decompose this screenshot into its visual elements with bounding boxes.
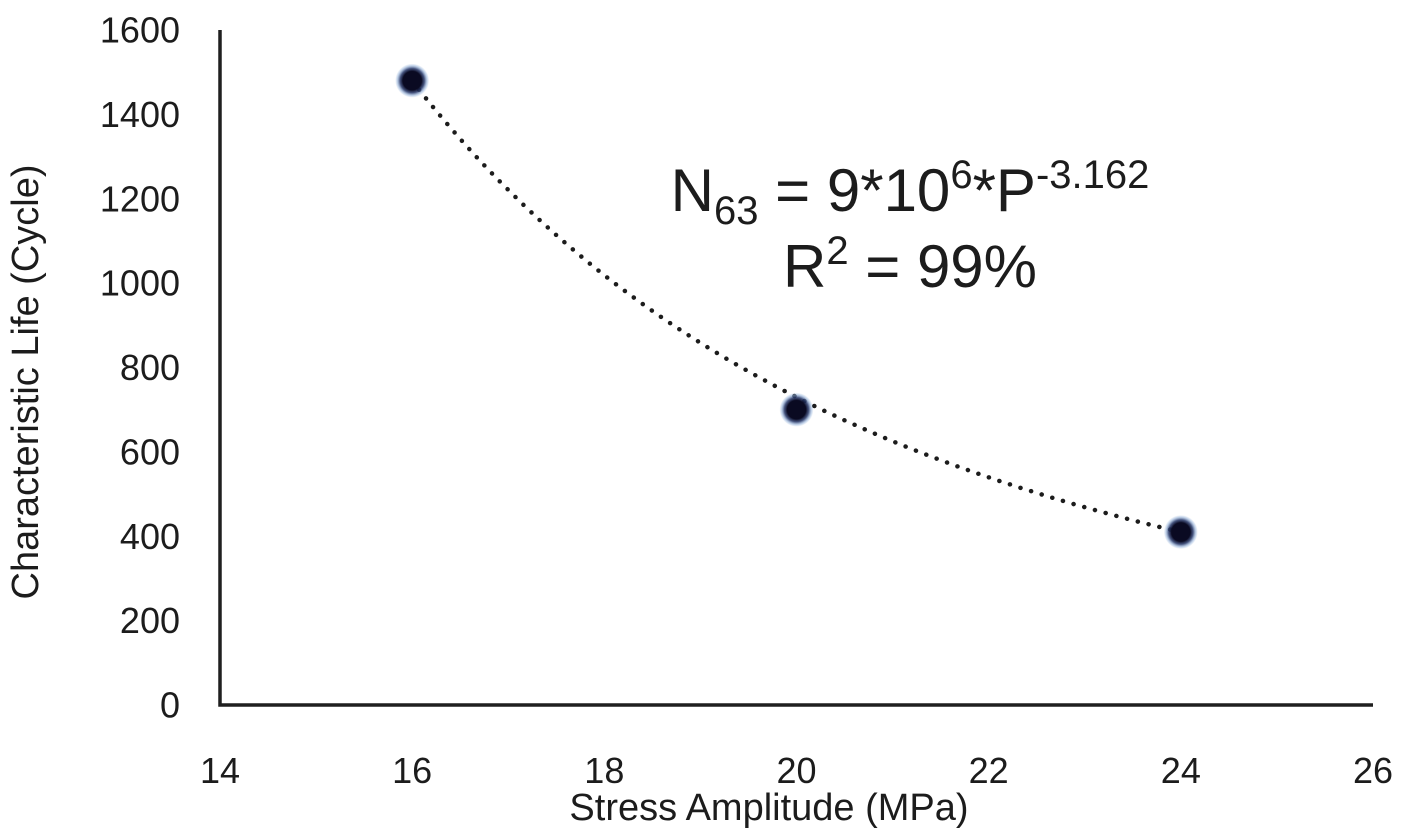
- y-axis-tick-labels: 0 200 400 600 800 1000 1200 1400 1600: [100, 10, 180, 726]
- x-axis-title: Stress Amplitude (MPa): [569, 787, 968, 829]
- x-tick-label: 22: [969, 750, 1009, 791]
- y-tick-label: 0: [160, 685, 180, 726]
- y-tick-label: 800: [120, 347, 180, 388]
- y-tick-label: 600: [120, 431, 180, 472]
- x-tick-label: 24: [1161, 750, 1201, 791]
- y-tick-label: 1200: [100, 178, 180, 219]
- trendline-equation-label: N63 = 9*106*P-3.162: [671, 153, 1150, 233]
- trendline-path: [409, 78, 1184, 535]
- y-tick-label: 200: [120, 600, 180, 641]
- y-axis-title: Characteristic Life (Cycle): [5, 165, 47, 600]
- x-tick-label: 20: [776, 750, 816, 791]
- x-tick-label: 14: [200, 750, 240, 791]
- y-tick-label: 1000: [100, 263, 180, 304]
- y-tick-label: 400: [120, 516, 180, 557]
- y-tick-label: 1600: [100, 10, 180, 51]
- trendline-group: [409, 78, 1184, 535]
- x-axis-tick-labels: 14 16 18 20 22 24 26: [200, 750, 1393, 791]
- x-tick-label: 26: [1353, 750, 1393, 791]
- y-tick-label: 1400: [100, 94, 180, 135]
- r-squared-label: R2 = 99%: [783, 229, 1037, 300]
- data-point-marker: [779, 392, 814, 427]
- data-point-marker: [1163, 515, 1198, 550]
- data-point-marker: [395, 63, 430, 98]
- data-points-group: [395, 63, 1198, 550]
- x-tick-label: 18: [584, 750, 624, 791]
- x-tick-label: 16: [392, 750, 432, 791]
- axes-lines: [218, 30, 1373, 707]
